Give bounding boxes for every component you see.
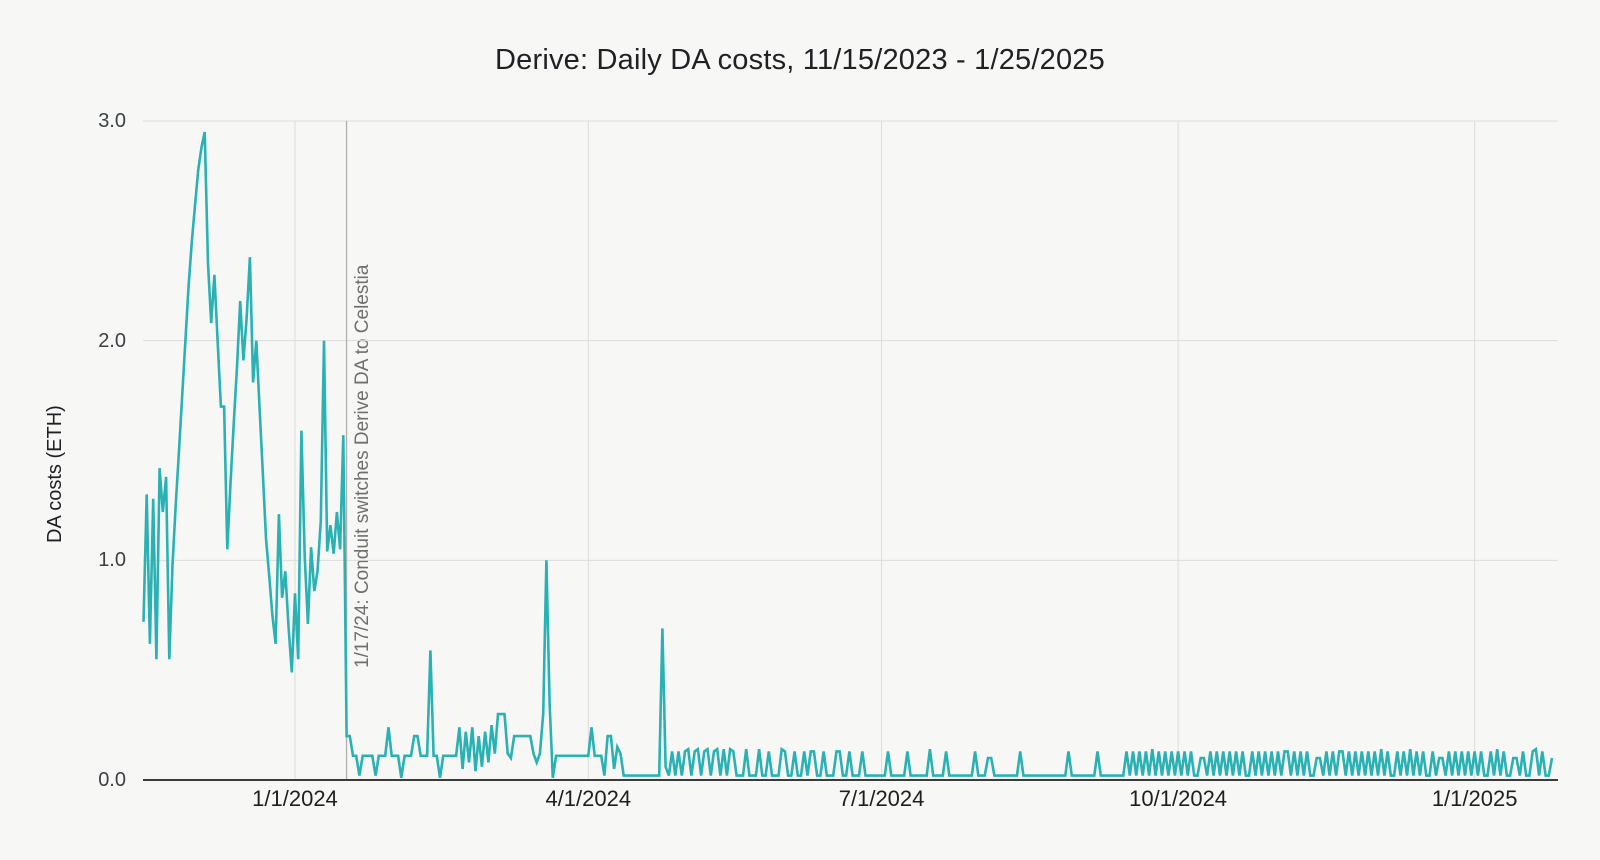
y-tick-label: 1.0 — [98, 549, 126, 572]
gridlines — [143, 120, 1558, 780]
x-tick-label: 7/1/2024 — [838, 786, 925, 811]
series-line — [142, 131, 1554, 778]
y-tick-label: 3.0 — [98, 110, 126, 132]
x-tick-label: 1/1/2024 — [252, 786, 338, 811]
x-tick-label: 10/1/2024 — [1129, 786, 1228, 811]
x-tick-label: 1/1/2025 — [1431, 786, 1518, 811]
y-tick-label: 2.0 — [98, 329, 126, 352]
chart-title: Derive: Daily DA costs, 11/15/2023 - 1/2… — [495, 44, 1105, 76]
y-tick-label: 0.0 — [98, 769, 126, 791]
x-tick-label: 4/1/2024 — [545, 786, 632, 811]
